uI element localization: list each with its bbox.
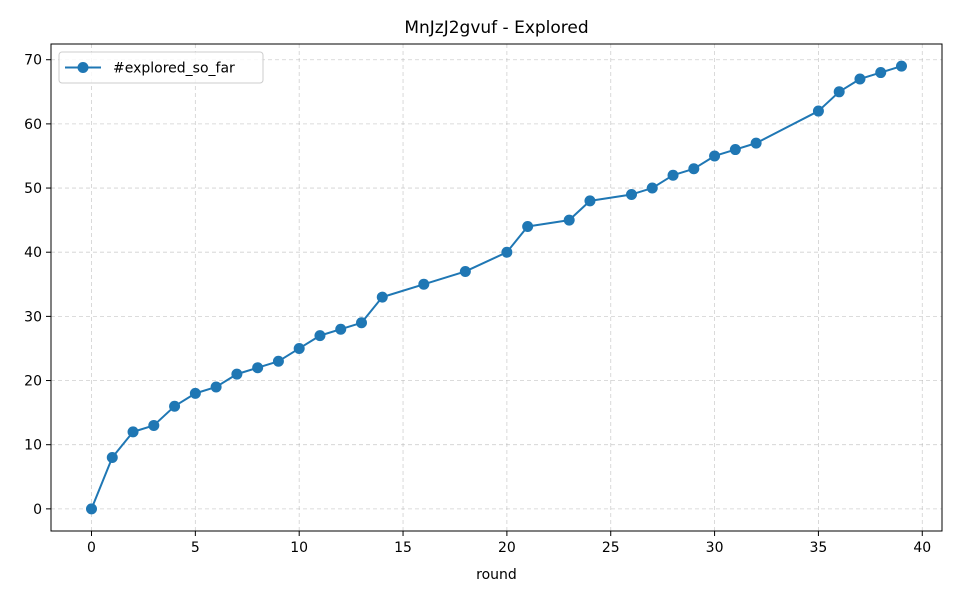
data-point bbox=[314, 330, 326, 342]
y-tick-label: 60 bbox=[24, 117, 42, 133]
data-point bbox=[812, 105, 824, 117]
x-tick-label: 15 bbox=[394, 540, 412, 556]
y-tick-label: 10 bbox=[24, 438, 42, 454]
x-tick-label: 10 bbox=[290, 540, 308, 556]
y-tick-label: 50 bbox=[24, 181, 42, 197]
y-tick-label: 20 bbox=[24, 374, 42, 390]
y-tick-label: 30 bbox=[24, 309, 42, 325]
x-tick-label: 25 bbox=[602, 540, 620, 556]
data-point bbox=[896, 60, 907, 72]
data-point bbox=[522, 221, 534, 233]
data-point bbox=[626, 188, 637, 200]
data-point bbox=[833, 86, 845, 98]
data-point bbox=[875, 67, 887, 79]
data-point bbox=[646, 182, 658, 194]
y-tick-label: 40 bbox=[24, 245, 42, 261]
data-point bbox=[667, 169, 679, 181]
data-point bbox=[252, 362, 264, 374]
data-point bbox=[293, 342, 305, 354]
data-point bbox=[127, 426, 139, 438]
data-point bbox=[563, 214, 575, 226]
data-point bbox=[418, 278, 430, 290]
x-tick-label: 20 bbox=[498, 540, 516, 556]
data-point bbox=[501, 246, 513, 258]
data-point bbox=[148, 419, 160, 431]
data-point bbox=[210, 381, 222, 393]
y-tick-label: 70 bbox=[24, 53, 42, 69]
legend-box bbox=[58, 51, 264, 84]
data-point bbox=[86, 503, 97, 515]
x-tick-label: 35 bbox=[810, 540, 828, 556]
x-tick-label: 30 bbox=[706, 540, 724, 556]
chart-title: MnJzJ2gvuf - Explored bbox=[404, 18, 588, 38]
y-tick-label: 0 bbox=[33, 502, 42, 518]
data-point bbox=[750, 137, 762, 149]
data-point bbox=[709, 150, 721, 162]
legend-label: #explored_so_far bbox=[113, 61, 235, 77]
data-point bbox=[169, 400, 181, 412]
y-axis-ticks: 0 10 20 30 40 50 60 70 bbox=[24, 53, 51, 518]
data-point bbox=[272, 355, 284, 367]
data-point bbox=[335, 323, 347, 335]
data-point bbox=[376, 291, 388, 303]
data-point bbox=[729, 144, 741, 156]
series-layer bbox=[86, 60, 907, 515]
x-tick-label: 40 bbox=[913, 540, 931, 556]
plot-frame bbox=[50, 43, 943, 532]
legend-marker-swatch bbox=[77, 62, 89, 73]
x-axis-label: round bbox=[476, 567, 517, 583]
legend: #explored_so_far bbox=[58, 51, 264, 84]
data-point bbox=[189, 387, 201, 399]
data-point bbox=[356, 317, 367, 329]
data-point bbox=[688, 163, 700, 175]
x-tick-label: 5 bbox=[191, 540, 200, 556]
data-point bbox=[231, 368, 243, 380]
data-point bbox=[584, 195, 596, 207]
x-tick-label: 0 bbox=[87, 540, 96, 556]
x-axis-ticks: 0 5 10 15 20 25 30 35 40 bbox=[87, 531, 931, 556]
data-point bbox=[854, 73, 866, 85]
data-point bbox=[459, 265, 471, 277]
data-point bbox=[106, 452, 118, 464]
